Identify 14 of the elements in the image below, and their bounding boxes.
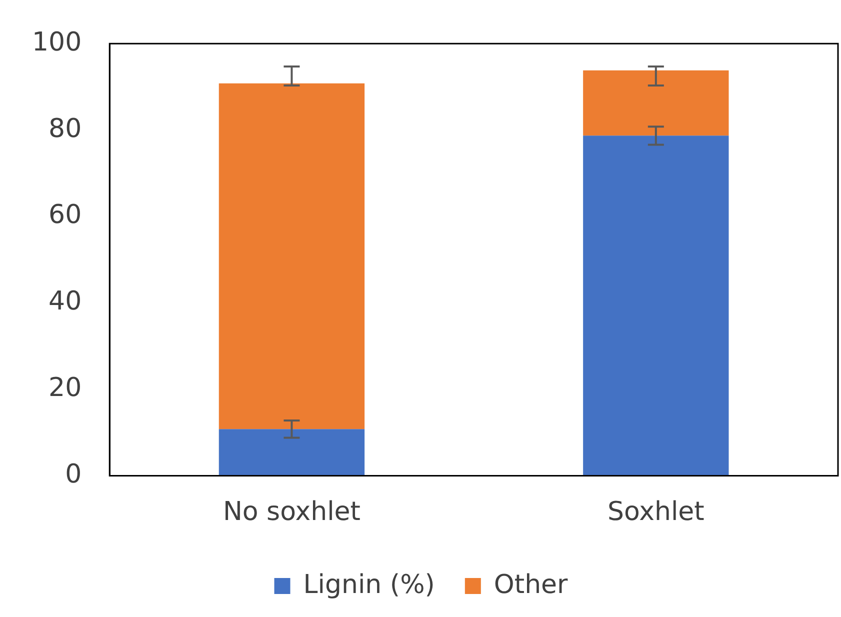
y-tick-label: 20 xyxy=(48,373,82,404)
bar xyxy=(583,136,729,476)
bar xyxy=(218,83,365,430)
y-tick-label: 40 xyxy=(48,286,82,317)
legend-label: Other xyxy=(494,570,568,600)
y-tick-label: 0 xyxy=(65,460,82,490)
y-tick-label: 60 xyxy=(48,200,82,230)
legend-label: Lignin (%) xyxy=(303,570,435,600)
y-tick-label: 80 xyxy=(48,114,82,144)
bar xyxy=(218,429,365,476)
x-tick-label: Soxhlet xyxy=(607,497,704,528)
bar xyxy=(583,70,729,136)
x-tick-label: No soxhlet xyxy=(222,497,360,528)
y-tick-label: 100 xyxy=(32,27,82,58)
